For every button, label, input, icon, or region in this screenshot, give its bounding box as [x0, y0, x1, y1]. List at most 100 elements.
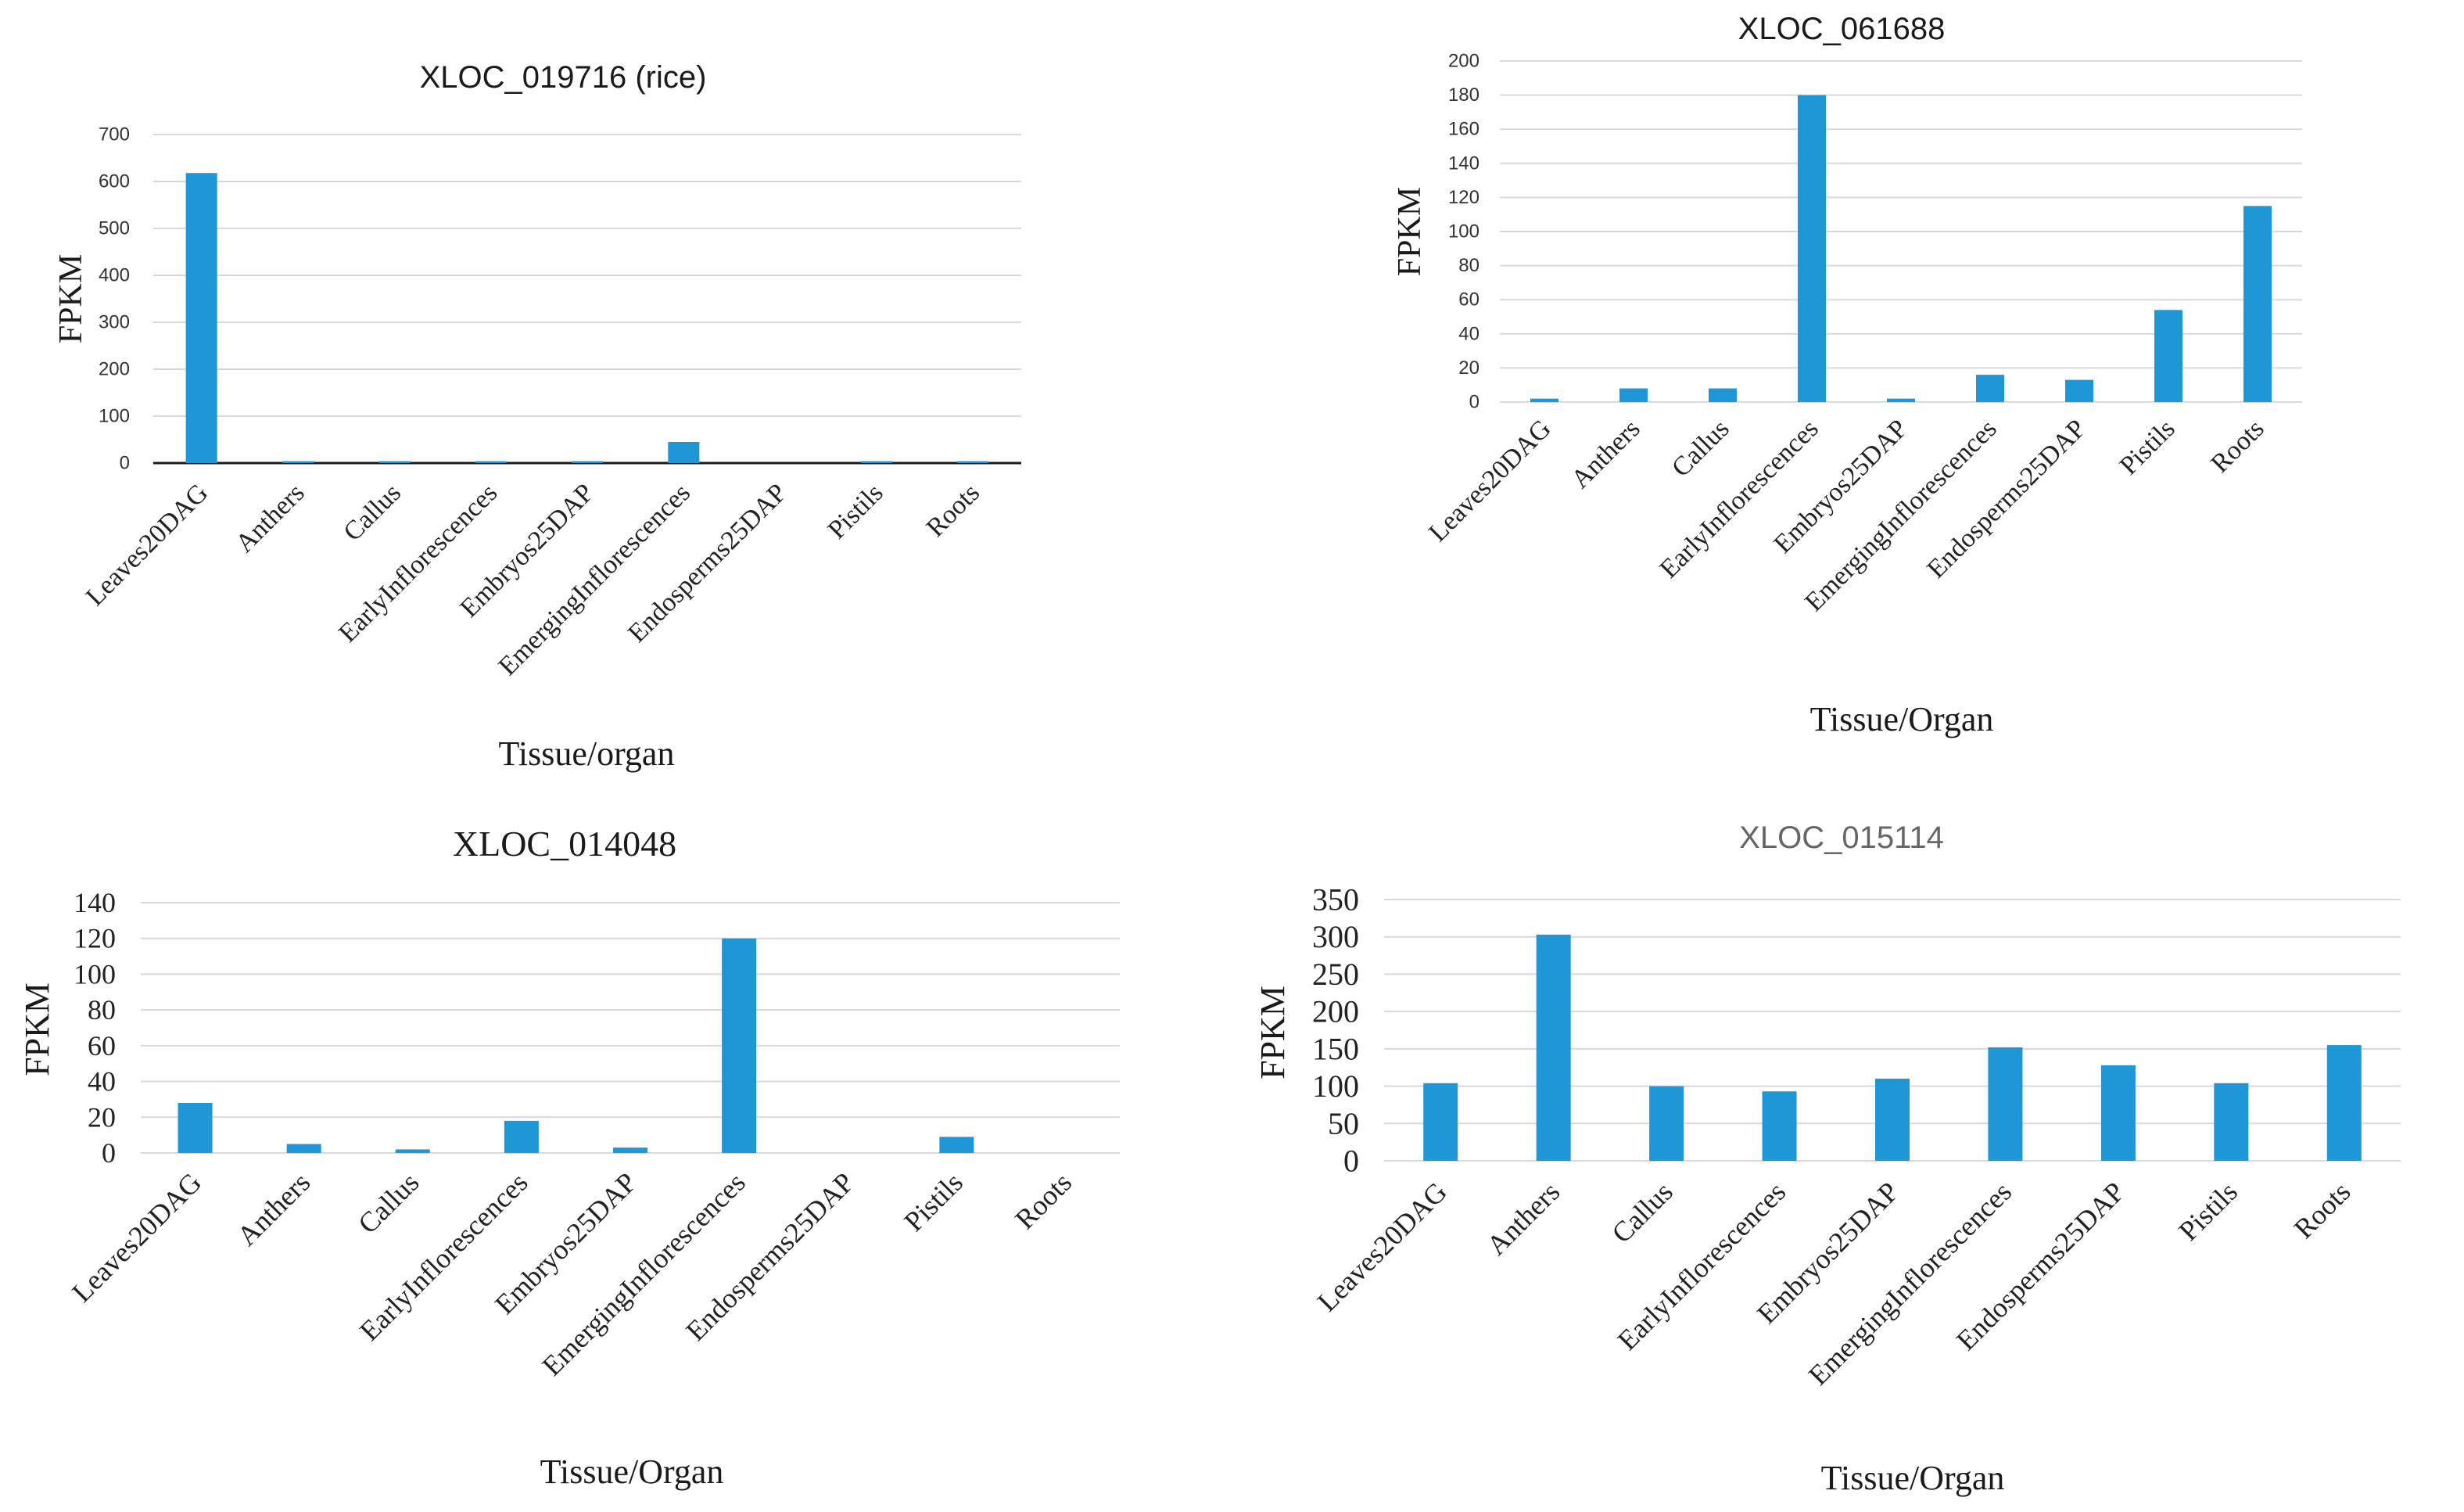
bar-pistils [939, 1137, 974, 1153]
bar-endosperms25dap [2100, 1065, 2136, 1161]
bar-leaves20dag [178, 1103, 213, 1153]
x-tick-label: Callus [338, 478, 407, 547]
y-axis-label: FPKM [18, 982, 56, 1076]
bar-emerginginflorescences [1988, 1047, 2023, 1161]
bar-pistils [2154, 310, 2182, 402]
chart-panel-1: 0 100 200 300 400 500 600 700 Leaves20DAG Anthers… [53, 60, 1021, 773]
bar-roots [2243, 206, 2272, 402]
x-tick-label: Endosperms25DAP [622, 478, 792, 648]
y-tick-label: 350 [1312, 882, 1359, 918]
bar-endosperms25dap [2065, 379, 2093, 402]
bar-earlyinflorescences [504, 1120, 539, 1153]
x-tick-label: Roots [1009, 1166, 1078, 1235]
x-tick-label: Roots [2288, 1176, 2357, 1244]
x-tick-label: Pistils [823, 478, 889, 544]
x-tick-label: Anthers [230, 478, 310, 558]
y-tick-label: 300 [99, 312, 130, 333]
y-tick-label: 100 [1448, 221, 1479, 242]
bar-anthers [286, 1144, 321, 1153]
y-tick-label: 200 [99, 359, 130, 380]
x-tick-label: Anthers [231, 1166, 316, 1252]
y-tick-label: 140 [74, 887, 116, 918]
x-tick-label: Callus [1666, 414, 1735, 483]
bar-anthers [1536, 934, 1571, 1161]
bar-anthers [282, 461, 314, 463]
bar-emerginginflorescences [668, 442, 700, 463]
bar-callus [1709, 388, 1737, 402]
y-tick-label: 0 [1469, 392, 1479, 413]
y-axis-label: FPKM [1392, 187, 1428, 276]
bar-earlyinflorescences [1762, 1091, 1797, 1161]
y-tick-label: 40 [88, 1066, 116, 1097]
bar-pistils [2214, 1083, 2249, 1161]
y-axis-label: FPKM [53, 254, 89, 343]
chart-title: XLOC_061688 [1738, 12, 1946, 46]
x-axis-label: Tissue/Organ [540, 1453, 724, 1491]
x-tick-label: Callus [1605, 1176, 1678, 1248]
bar-embryos25dap [1875, 1079, 1910, 1161]
bar-roots [957, 461, 989, 463]
x-tick-label: Anthers [1566, 414, 1645, 494]
bar-leaves20dag [1530, 398, 1558, 402]
x-tick-label: Pistils [2114, 414, 2181, 480]
y-tick-label: 400 [99, 265, 130, 286]
bar-embryos25dap [1887, 398, 1915, 402]
x-tick-label: Leaves20DAG [81, 478, 213, 611]
bar-earlyinflorescences [475, 461, 507, 463]
y-tick-label: 160 [1448, 119, 1479, 140]
chart-title: XLOC_015114 [1739, 821, 1944, 855]
y-tick-label: 80 [1458, 255, 1479, 276]
bar-pistils [861, 461, 892, 463]
bar-embryos25dap [613, 1147, 647, 1153]
x-tick-label: EmergingInflorescences [1802, 1176, 2017, 1391]
y-tick-label: 0 [102, 1137, 116, 1169]
y-tick-label: 0 [1343, 1144, 1359, 1179]
y-tick-label: 60 [88, 1030, 116, 1061]
y-tick-label: 300 [1312, 919, 1359, 954]
y-tick-label: 100 [1312, 1068, 1359, 1104]
y-tick-label: 120 [74, 923, 116, 954]
y-tick-label: 60 [1458, 289, 1479, 311]
x-tick-label: Pistils [2172, 1176, 2243, 1247]
chart-panel-3: 0 20 40 60 80 100 120 140 Leaves20DAG Anthers Call… [18, 824, 1120, 1491]
chart-title: XLOC_019716 (rice) [420, 60, 707, 95]
y-tick-label: 0 [120, 453, 130, 474]
x-tick-label: Roots [2205, 414, 2269, 478]
y-tick-label: 150 [1312, 1031, 1359, 1066]
bar-earlyinflorescences [1798, 95, 1826, 402]
x-tick-label: Pistils [898, 1166, 969, 1237]
y-tick-label: 500 [99, 218, 130, 239]
y-tick-label: 100 [74, 958, 116, 989]
bar-leaves20dag [185, 173, 217, 463]
x-tick-label: EarlyInflorescences [333, 478, 503, 648]
x-tick-label: Leaves20DAG [66, 1166, 207, 1308]
x-axis-label: Tissue/Organ [1810, 700, 1994, 738]
y-tick-label: 80 [88, 994, 116, 1025]
x-axis-label: Tissue/organ [499, 734, 675, 773]
x-tick-label: Endosperms25DAP [1921, 414, 2091, 584]
bar-roots [2326, 1045, 2362, 1161]
bar-callus [378, 461, 411, 463]
x-tick-label: EarlyInflorescences [1655, 414, 1824, 584]
y-tick-label: 250 [1312, 957, 1359, 992]
x-tick-label: Callus [352, 1166, 425, 1239]
y-tick-label: 20 [88, 1101, 116, 1133]
x-tick-label: Roots [921, 478, 985, 542]
x-tick-label: EmergingInflorescences [536, 1166, 751, 1381]
x-tick-label: EmergingInflorescences [493, 478, 696, 681]
y-tick-label: 700 [99, 124, 130, 145]
y-tick-label: 600 [99, 171, 130, 192]
bar-callus [395, 1149, 430, 1153]
chart-panel-2: 0 20 40 60 80 100 120 140 160 180 200 Leaves20DAG An… [1392, 12, 2302, 738]
y-tick-label: 200 [1312, 994, 1359, 1029]
y-tick-label: 200 [1448, 51, 1479, 72]
bar-callus [1649, 1086, 1684, 1161]
chart-title: XLOC_014048 [453, 824, 676, 864]
y-tick-label: 40 [1458, 323, 1479, 344]
x-tick-label: Leaves20DAG [1311, 1176, 1453, 1317]
y-tick-label: 20 [1458, 357, 1479, 379]
x-tick-label: Anthers [1480, 1176, 1566, 1261]
y-tick-label: 100 [99, 406, 130, 427]
